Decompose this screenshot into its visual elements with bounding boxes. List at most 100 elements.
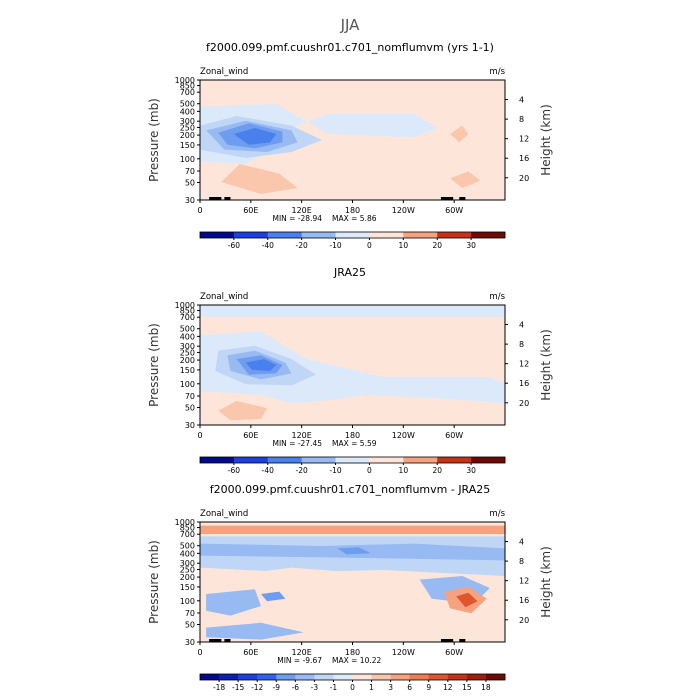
colorbar-label: -10 [329,466,341,475]
max-label: MAX = 5.59 [332,439,377,448]
colorbar-swatch [333,674,353,680]
x-tick-label: 180 [345,648,360,657]
max-label: MAX = 10.22 [332,656,381,665]
y-tick-label: 300 [180,117,195,126]
x-tick-label: 120E [292,206,312,215]
colorbar-label: 18 [481,683,491,692]
colorbar-label: -10 [329,241,341,250]
min-label: MIN = -27.45 [272,439,322,448]
y-tick-label: 70 [185,609,195,618]
colorbar-label: -3 [311,683,319,692]
y-tick-label: 200 [180,131,195,140]
contour-region [456,592,478,608]
topography [224,197,231,200]
topography [440,197,454,200]
panel-reanalysis: JRA25 Zonal_wind m/s 0 60E 120E 180 120W 60W 30 50… [147,266,553,475]
colorbar-label: -20 [296,466,308,475]
colorbar-swatch [471,232,506,238]
panel-difference: f2000.099.pmf.cuushr01.c701_nomflumvm - … [147,483,553,692]
y-tick-label: 150 [180,366,195,375]
y-axis-title: Pressure (mb) [147,323,161,407]
figure-title: JJA [340,16,361,34]
colorbar-label: -20 [296,241,308,250]
units-label: m/s [489,509,505,519]
contour-region [261,591,286,602]
colorbar-swatch [485,674,506,680]
contour-region [254,567,414,630]
colorbar-swatch [369,457,404,463]
contour-field [200,104,481,200]
colorbar-swatch [437,457,472,463]
colorbar: -60 -40 -20 -10 0 10 20 30 [199,456,506,475]
topography [209,197,222,200]
panel-title: JRA25 [333,266,366,279]
contour-region [337,547,371,555]
contour-region [200,331,505,404]
y-tick-label: 850 [180,307,195,316]
colorbar-swatch [267,232,302,238]
height-tick-label: 20 [519,174,529,183]
y-tick-label: 500 [180,542,195,551]
panels: f2000.099.pmf.cuushr01.c701_nomflumvm (y… [147,41,553,692]
contour-field [200,525,505,642]
units-label: m/s [489,67,505,77]
colorbar-swatch [200,674,220,680]
y-tick-label: 70 [185,167,195,176]
contour-region [233,128,277,145]
colorbar-label: 0 [367,466,372,475]
y-tick-label: 30 [185,196,195,205]
height-tick-label: 16 [519,596,529,605]
y-tick-label: 1000 [175,76,195,85]
y-tick-label: 100 [180,155,195,164]
colorbar-swatch [295,674,315,680]
y-tick-label: 1000 [175,301,195,310]
colorbar-swatch [428,674,449,680]
y-axis-right-title: Height (km) [539,546,553,617]
colorbar-label: -1 [330,683,338,692]
colorbar-label: -15 [232,683,244,692]
colorbar-swatch [390,674,410,680]
colorbar-label: 10 [399,241,409,250]
contour-region [450,125,469,143]
x-tick-label: 60E [243,206,258,215]
y-tick-label: 250 [180,123,195,132]
height-tick-label: 4 [519,321,524,330]
x-tick-label: 60E [243,648,258,657]
colorbar-label: 10 [399,466,409,475]
colorbar-swatch [352,674,372,680]
colorbar-label: 30 [466,241,476,250]
colorbar-label: -40 [262,466,274,475]
topography [440,639,454,642]
colorbar-swatch [238,674,258,680]
y-tick-label: 50 [185,621,195,630]
x-tick-label: 0 [197,431,202,440]
colorbar-frame [199,231,506,239]
x-tick-label: 60W [445,648,463,657]
topography [209,639,222,642]
colorbar-label: -18 [213,683,225,692]
panel-model: f2000.099.pmf.cuushr01.c701_nomflumvm (y… [147,41,553,250]
colorbar-swatch [233,232,269,238]
y-tick-label: 50 [185,404,195,413]
y-tick-label: 150 [180,583,195,592]
colorbar-swatch [409,674,430,680]
colorbar-swatch [335,232,370,238]
y-tick-label: 200 [180,356,195,365]
contour-field [200,305,505,421]
contour-region [206,622,304,640]
colorbar-label: 20 [432,466,442,475]
colorbar-swatch [403,457,438,463]
height-tick-label: 4 [519,96,524,105]
panel-title: f2000.099.pmf.cuushr01.c701_nomflumvm (y… [206,41,494,54]
x-tick-label: 60E [243,431,258,440]
colorbar-label: 20 [432,241,442,250]
units-label: m/s [489,292,505,302]
colorbar-swatch [314,674,334,680]
colorbar-label: 15 [462,683,472,692]
topography [459,639,466,642]
y-tick-label: 50 [185,179,195,188]
max-label: MAX = 5.86 [332,214,377,223]
y-tick-label: 700 [180,313,195,322]
colorbar-label: 30 [466,466,476,475]
colorbar-swatch [233,457,269,463]
